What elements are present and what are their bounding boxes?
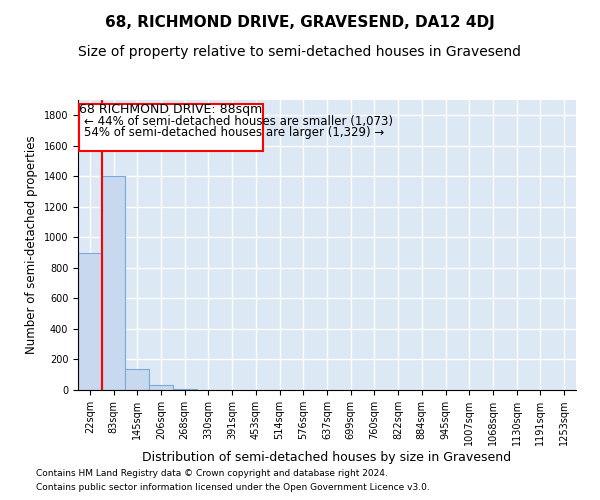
X-axis label: Distribution of semi-detached houses by size in Gravesend: Distribution of semi-detached houses by … <box>142 451 512 464</box>
Bar <box>125 368 149 390</box>
Text: 68, RICHMOND DRIVE, GRAVESEND, DA12 4DJ: 68, RICHMOND DRIVE, GRAVESEND, DA12 4DJ <box>105 15 495 30</box>
Text: Size of property relative to semi-detached houses in Gravesend: Size of property relative to semi-detach… <box>79 45 521 59</box>
Bar <box>102 176 125 390</box>
Text: 68 RICHMOND DRIVE: 88sqm: 68 RICHMOND DRIVE: 88sqm <box>79 104 263 117</box>
Text: 54% of semi-detached houses are larger (1,329) →: 54% of semi-detached houses are larger (… <box>84 126 384 138</box>
Bar <box>173 389 197 390</box>
FancyBboxPatch shape <box>79 104 263 151</box>
Y-axis label: Number of semi-detached properties: Number of semi-detached properties <box>25 136 38 354</box>
Text: ← 44% of semi-detached houses are smaller (1,073): ← 44% of semi-detached houses are smalle… <box>84 115 393 128</box>
Bar <box>78 252 102 390</box>
Bar <box>149 384 173 390</box>
Text: Contains public sector information licensed under the Open Government Licence v3: Contains public sector information licen… <box>36 484 430 492</box>
Text: Contains HM Land Registry data © Crown copyright and database right 2024.: Contains HM Land Registry data © Crown c… <box>36 468 388 477</box>
